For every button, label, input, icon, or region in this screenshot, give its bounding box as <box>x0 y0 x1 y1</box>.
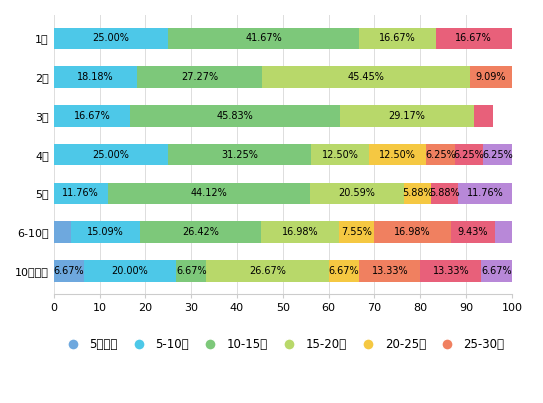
Bar <box>420 260 482 282</box>
Bar <box>176 260 206 282</box>
Text: 20.00%: 20.00% <box>112 266 148 276</box>
Text: 6.67%: 6.67% <box>54 266 84 276</box>
Text: 7.55%: 7.55% <box>341 227 372 237</box>
Bar <box>54 105 130 127</box>
Text: 5.88%: 5.88% <box>402 188 433 198</box>
Text: 16.98%: 16.98% <box>282 227 318 237</box>
Text: 13.33%: 13.33% <box>433 266 469 276</box>
Text: 15.09%: 15.09% <box>87 227 124 237</box>
Bar <box>359 260 420 282</box>
Text: 25.00%: 25.00% <box>92 150 129 160</box>
Text: 27.27%: 27.27% <box>181 72 218 82</box>
Text: 6.67%: 6.67% <box>176 266 206 276</box>
Bar <box>483 144 512 165</box>
Text: 5.88%: 5.88% <box>429 188 460 198</box>
Bar <box>431 183 458 204</box>
Bar <box>206 260 329 282</box>
Bar <box>168 144 312 165</box>
Text: 13.33%: 13.33% <box>371 266 408 276</box>
Text: 45.83%: 45.83% <box>217 111 254 121</box>
Text: 6.25%: 6.25% <box>482 150 513 160</box>
Bar <box>108 183 310 204</box>
Text: 11.76%: 11.76% <box>62 188 99 198</box>
Bar <box>329 260 359 282</box>
Bar <box>451 222 495 243</box>
Bar <box>312 144 369 165</box>
Bar <box>470 66 512 88</box>
Bar <box>168 28 359 49</box>
Bar <box>482 260 512 282</box>
Text: 26.67%: 26.67% <box>249 266 286 276</box>
Text: 16.67%: 16.67% <box>73 111 110 121</box>
Bar <box>435 28 512 49</box>
Text: 6.67%: 6.67% <box>481 266 512 276</box>
Bar <box>84 260 176 282</box>
Bar <box>54 144 168 165</box>
Bar <box>426 144 454 165</box>
Text: 16.67%: 16.67% <box>379 33 416 44</box>
Bar <box>71 222 140 243</box>
Bar <box>369 144 426 165</box>
Bar <box>339 222 374 243</box>
Bar <box>130 105 340 127</box>
Bar <box>137 66 262 88</box>
Bar <box>359 28 435 49</box>
Bar <box>454 144 483 165</box>
Text: 9.09%: 9.09% <box>476 72 506 82</box>
Text: 20.59%: 20.59% <box>338 188 375 198</box>
Text: 6.67%: 6.67% <box>329 266 359 276</box>
Bar <box>54 183 108 204</box>
Bar <box>140 222 261 243</box>
Bar <box>262 66 470 88</box>
Bar <box>54 28 168 49</box>
Bar <box>54 260 84 282</box>
Bar <box>473 105 493 127</box>
Bar <box>261 222 339 243</box>
Text: 6.25%: 6.25% <box>453 150 484 160</box>
Text: 25.00%: 25.00% <box>92 33 129 44</box>
Text: 16.98%: 16.98% <box>394 227 431 237</box>
Text: 26.42%: 26.42% <box>182 227 219 237</box>
Bar <box>404 183 431 204</box>
Bar <box>54 66 137 88</box>
Bar <box>495 222 512 243</box>
Text: 45.45%: 45.45% <box>348 72 384 82</box>
Text: 16.67%: 16.67% <box>456 33 492 44</box>
Bar <box>340 105 473 127</box>
Text: 18.18%: 18.18% <box>77 72 113 82</box>
Text: 9.43%: 9.43% <box>458 227 488 237</box>
Text: 31.25%: 31.25% <box>222 150 258 160</box>
Legend: 5万以下, 5-10万, 10-15万, 15-20万, 20-25万, 25-30万: 5万以下, 5-10万, 10-15万, 15-20万, 20-25万, 25-… <box>56 334 509 356</box>
Bar <box>54 222 71 243</box>
Bar <box>310 183 404 204</box>
Text: 29.17%: 29.17% <box>388 111 425 121</box>
Text: 41.67%: 41.67% <box>245 33 282 44</box>
Text: 11.76%: 11.76% <box>466 188 503 198</box>
Bar <box>458 183 512 204</box>
Bar <box>374 222 451 243</box>
Text: 12.50%: 12.50% <box>321 150 358 160</box>
Text: 12.50%: 12.50% <box>379 150 416 160</box>
Text: 44.12%: 44.12% <box>190 188 227 198</box>
Text: 6.25%: 6.25% <box>425 150 456 160</box>
